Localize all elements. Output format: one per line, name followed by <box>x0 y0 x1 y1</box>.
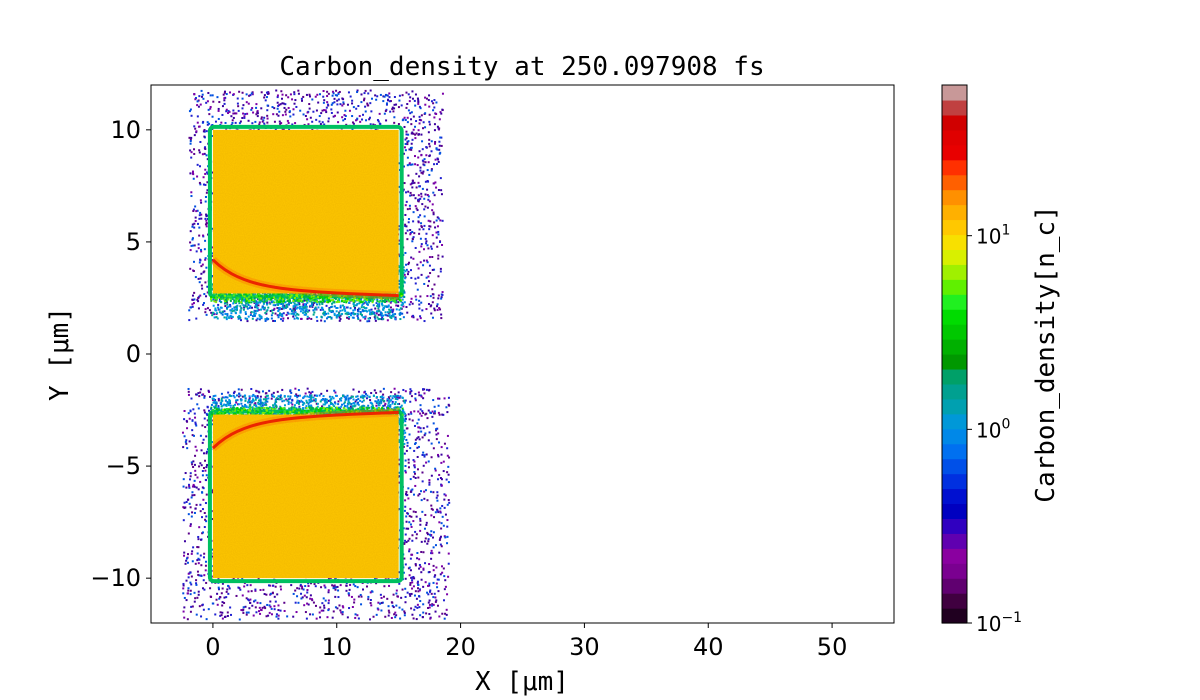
colorbar-segment <box>942 458 967 475</box>
colorbar-segment <box>942 264 967 280</box>
plot-area <box>150 84 895 624</box>
colorbar-segment <box>942 563 967 579</box>
colorbar-segment <box>942 533 967 549</box>
colorbar-segment <box>942 114 967 131</box>
colorbar-segment <box>942 578 967 594</box>
colorbar-segment <box>942 354 967 370</box>
colorbar-segment <box>942 234 967 250</box>
colorbar-segment <box>942 383 967 400</box>
y-axis: 10 5 0 −5 −10 <box>90 116 151 592</box>
x-tick-label: 10 <box>321 633 352 661</box>
colorbar-segment <box>942 189 967 206</box>
colorbar-segment <box>942 503 967 519</box>
y-axis-label: Y [μm] <box>45 307 75 401</box>
colorbar-segment <box>942 443 967 460</box>
y-tick-label: −5 <box>106 452 141 480</box>
colorbar-tick-label: 100 <box>976 416 1010 442</box>
upper-slab <box>188 89 444 323</box>
colorbar-segment <box>942 324 967 340</box>
colorbar-label: Carbon_density[n_c] <box>1031 205 1061 502</box>
colorbar-segment <box>942 85 967 101</box>
lower-slab-rim <box>207 409 404 584</box>
colorbar-segment <box>942 204 967 221</box>
colorbar-segment <box>942 99 967 116</box>
colorbar-segment <box>942 294 967 310</box>
lower-slab-shock-front <box>211 410 399 450</box>
colorbar-segment <box>942 548 967 564</box>
colorbar-segment <box>942 219 967 236</box>
colorbar-segment <box>942 279 967 295</box>
colorbar-segment <box>942 398 967 415</box>
colorbar-segment <box>942 593 967 609</box>
colorbar-segment <box>942 488 967 505</box>
x-tick-label: 50 <box>817 633 848 661</box>
colorbar-segment <box>942 249 967 265</box>
colorbar-segment <box>942 339 967 355</box>
upper-slab-shock-front <box>211 258 399 298</box>
colorbar-frame <box>941 84 968 624</box>
colorbar-tick-label: 10−1 <box>976 610 1022 636</box>
x-tick-label: 0 <box>205 633 220 661</box>
colorbar-segment <box>942 608 967 624</box>
colorbar-tick-label: 101 <box>976 223 1010 249</box>
lower-slab <box>181 387 451 621</box>
x-axis: 0 10 20 30 40 50 <box>205 623 847 661</box>
y-tick-label: −10 <box>90 564 141 592</box>
y-tick-label: 10 <box>110 116 141 144</box>
colorbar-segment <box>942 309 967 325</box>
colorbar-segment <box>942 473 967 490</box>
x-axis-label: X [μm] <box>475 667 569 697</box>
colorbar-segment <box>942 144 967 161</box>
x-tick-label: 40 <box>693 633 724 661</box>
colorbar-segment <box>942 413 967 430</box>
x-tick-label: 20 <box>445 633 476 661</box>
chart-title: Carbon_density at 250.097908 fs <box>279 52 764 82</box>
density-map <box>181 89 451 621</box>
y-tick-label: 5 <box>126 228 141 256</box>
colorbar: 10−1 100 101 <box>941 84 1022 636</box>
colorbar-segment <box>942 129 967 146</box>
colorbar-segment <box>942 428 967 445</box>
colorbar-segment <box>942 174 967 191</box>
colorbar-segment <box>942 159 967 176</box>
y-tick-label: 0 <box>126 340 141 368</box>
colorbar-segment <box>942 518 967 534</box>
x-tick-label: 30 <box>569 633 600 661</box>
colorbar-segment <box>942 368 967 385</box>
